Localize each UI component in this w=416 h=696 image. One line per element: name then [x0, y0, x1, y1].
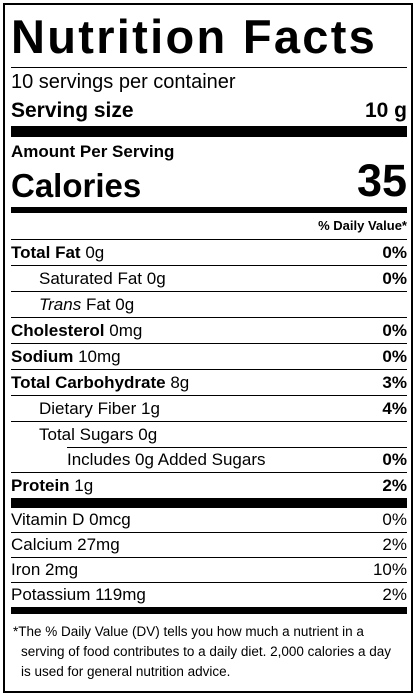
- footnote: *The % Daily Value (DV) tells you how mu…: [13, 624, 391, 679]
- nutrient-row: Dietary Fiber 1g 4%: [11, 395, 407, 421]
- serving-size-row: Serving size 10 g: [11, 96, 407, 126]
- calories-row: Calories 35: [11, 157, 407, 205]
- nutrient-dv: 3%: [382, 373, 407, 392]
- nutrient-name: Total Fat 0g: [11, 240, 104, 265]
- nutrient-label-rest: Fat: [85, 295, 111, 314]
- nutrient-name: Protein 1g: [11, 473, 93, 498]
- vitamin-name: Iron 2mg: [11, 558, 78, 582]
- vitamin-dv: 2%: [382, 585, 407, 604]
- nutrient-row: Sodium 10mg 0%: [11, 343, 407, 369]
- nutrient-label: Total Carbohydrate: [11, 373, 166, 392]
- nutrient-dv: 2%: [382, 476, 407, 495]
- rule: [11, 67, 407, 68]
- vitamin-name: Calcium 27mg: [11, 533, 120, 557]
- servings: 10 servings per container: [11, 71, 236, 93]
- nutrient-row: Protein 1g 2%: [11, 472, 407, 498]
- nutrient-amount: 0g: [146, 269, 166, 288]
- vitamin-row: Vitamin D 0mcg 0%: [11, 508, 407, 532]
- medium-bar: [11, 207, 407, 213]
- nutrient-label: Cholesterol: [11, 321, 105, 340]
- nutrient-rows: Total Fat 0g 0% Saturated Fat 0g 0% Trans Fa…: [11, 239, 407, 498]
- nutrient-amount: 0mg: [109, 321, 143, 340]
- calories-value: 35: [356, 155, 407, 206]
- vitamin-amount: 27mg: [77, 535, 120, 554]
- nutrient-amount: 0g: [138, 425, 158, 444]
- nutrient-amount: 0g: [115, 295, 135, 314]
- nutrient-label: Total Sugars: [39, 425, 134, 444]
- nutrient-label: Includes 0g Added Sugars: [67, 450, 266, 469]
- vitamin-label: Iron: [11, 560, 41, 579]
- nutrient-amount: 0g: [85, 243, 105, 262]
- vitamin-label: Potassium: [11, 585, 91, 604]
- thick-bar: [11, 126, 407, 137]
- nutrient-name: Total Carbohydrate 8g: [11, 370, 189, 395]
- vitamin-row: Potassium 119mg 2%: [11, 582, 407, 607]
- nutrient-label: Protein: [11, 476, 70, 495]
- calories-label: Calories: [11, 167, 142, 204]
- nutrient-dv: 0%: [382, 269, 407, 288]
- nutrition-label: Nutrition Facts 10 servings per containe…: [3, 3, 413, 693]
- vitamin-amount: 2mg: [45, 560, 79, 579]
- nutrient-amount: 8g: [170, 373, 190, 392]
- vitamin-row: Calcium 27mg 2%: [11, 532, 407, 557]
- vitamin-dv: 0%: [382, 510, 407, 529]
- nutrient-name: Includes 0g Added Sugars: [11, 447, 265, 472]
- serving-size: 10 g: [364, 99, 407, 122]
- nutrient-row: Includes 0g Added Sugars 0%: [11, 447, 407, 472]
- nutrient-dv: 4%: [382, 399, 407, 418]
- nutrient-row: Total Sugars 0g: [11, 421, 407, 447]
- vitamin-label: Vitamin D: [11, 510, 85, 529]
- vitamin-name: Potassium 119mg: [11, 583, 146, 607]
- nutrient-label: Sodium: [11, 347, 74, 366]
- nutrient-name: Sodium 10mg: [11, 344, 121, 369]
- nutrient-label: Total Fat: [11, 243, 81, 262]
- nutrient-dv: 0%: [382, 450, 407, 469]
- vitamin-amount: 119mg: [95, 585, 146, 604]
- nutrient-row: Total Fat 0g 0%: [11, 239, 407, 265]
- nutrient-row: Cholesterol 0mg 0%: [11, 317, 407, 343]
- nutrient-amount: 1g: [74, 476, 94, 495]
- nutrient-row: Total Carbohydrate 8g 3%: [11, 369, 407, 395]
- thick-bar: [11, 607, 407, 614]
- title: Nutrition Facts: [11, 10, 378, 63]
- nutrient-dv: 0%: [382, 243, 407, 262]
- amount-heading: Amount Per Serving: [11, 142, 175, 161]
- vitamin-rows: Vitamin D 0mcg 0% Calcium 27mg 2% Iron 2mg 10…: [11, 508, 407, 607]
- vitamin-dv: 10%: [372, 560, 407, 579]
- nutrient-name: Cholesterol 0mg: [11, 318, 142, 343]
- nutrient-dv: 0%: [382, 347, 407, 366]
- vitamin-amount: 0mcg: [89, 510, 131, 529]
- nutrient-amount: 10mg: [78, 347, 121, 366]
- dv-heading: % Daily Value*: [318, 218, 407, 233]
- vitamin-dv: 2%: [382, 535, 407, 554]
- nutrient-label: Saturated Fat: [39, 269, 143, 288]
- nutrient-name: Dietary Fiber 1g: [11, 396, 160, 421]
- serving-size-label: Serving size: [11, 99, 134, 122]
- vitamin-label: Calcium: [11, 535, 73, 554]
- nutrient-row: Saturated Fat 0g 0%: [11, 265, 407, 291]
- nutrient-row: Trans Fat 0g: [11, 291, 407, 317]
- nutrient-label: Trans: [39, 295, 82, 314]
- nutrient-label: Dietary Fiber: [39, 399, 137, 418]
- vitamin-row: Iron 2mg 10%: [11, 557, 407, 582]
- thick-bar: [11, 498, 407, 508]
- nutrient-name: Trans Fat 0g: [11, 292, 134, 317]
- nutrient-name: Saturated Fat 0g: [11, 266, 166, 291]
- nutrient-amount: 1g: [141, 399, 160, 418]
- vitamin-name: Vitamin D 0mcg: [11, 508, 131, 532]
- nutrient-dv: 0%: [382, 321, 407, 340]
- nutrient-name: Total Sugars 0g: [11, 422, 157, 447]
